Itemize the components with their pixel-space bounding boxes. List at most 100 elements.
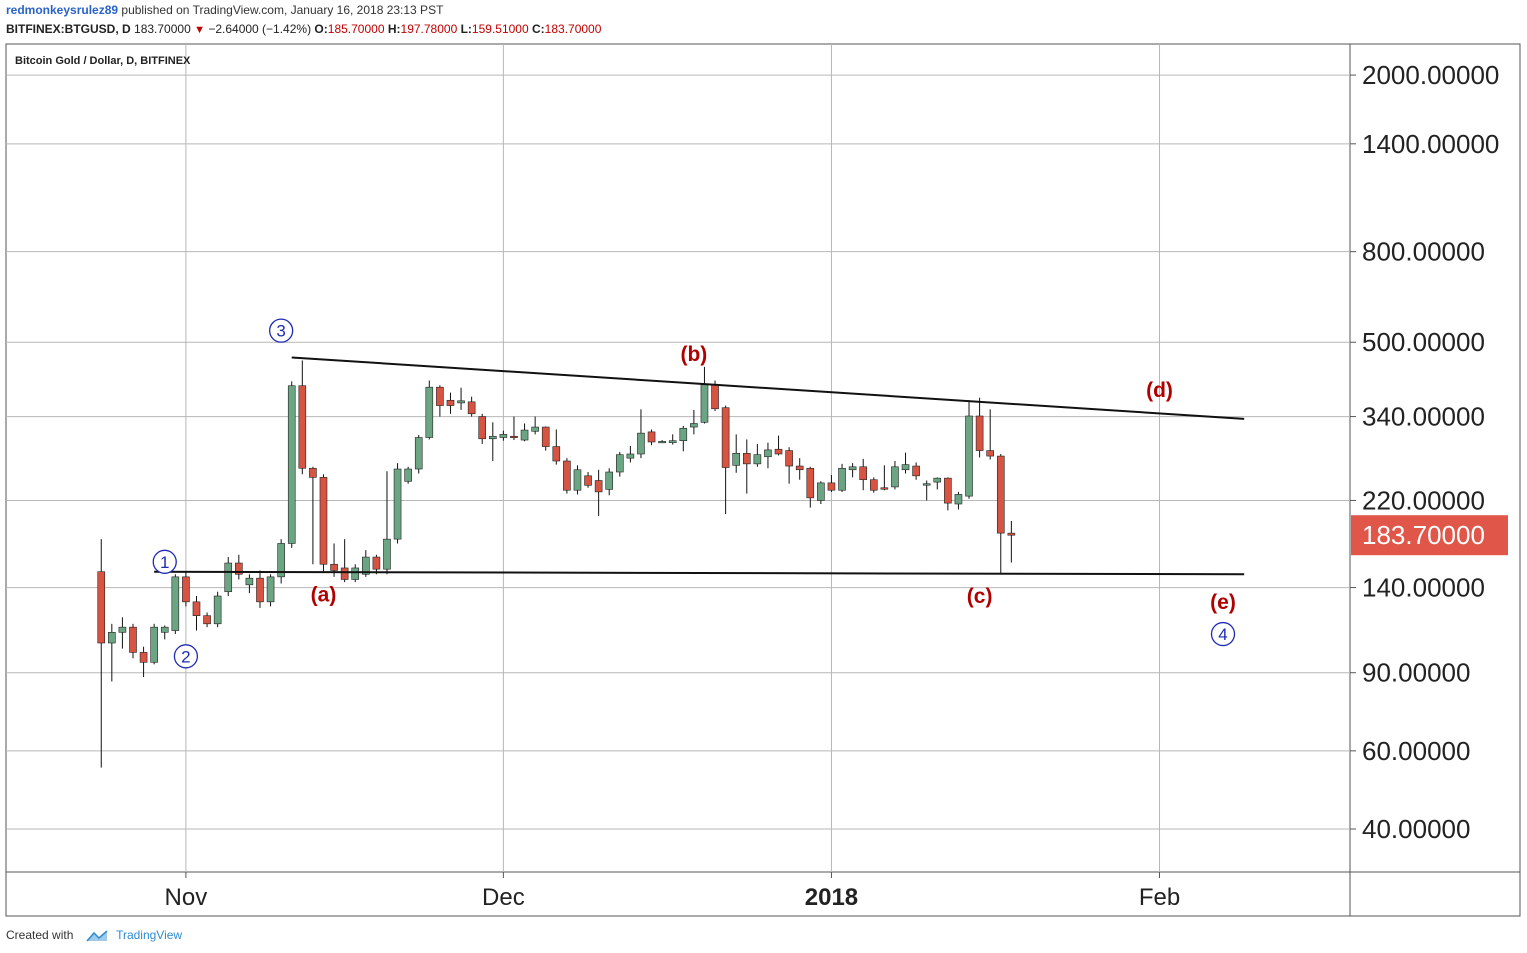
candle-down: [340, 567, 349, 580]
candle-down: [996, 455, 1005, 534]
x-tick-label: Dec: [482, 884, 525, 911]
candle-up: [171, 576, 180, 631]
candle-up: [690, 423, 698, 428]
wave-3-circle: [268, 318, 294, 343]
candle-up: [933, 477, 942, 483]
candle-down: [742, 452, 751, 465]
candle-down: [129, 626, 137, 653]
candle-down: [510, 435, 518, 439]
open-value: 185.70000: [327, 22, 385, 36]
y-tick-label: 2000.00000: [1362, 60, 1499, 90]
symbol-info-bar: BITFINEX:BTGUSD, D 183.70000 ▼ −2.64000 …: [6, 22, 601, 36]
candle-down: [859, 466, 867, 481]
candle-up: [732, 452, 741, 466]
wave-4-circle: [1210, 621, 1236, 647]
candle-down: [467, 401, 476, 415]
candle-up: [224, 562, 233, 593]
wave-c-label: (c): [967, 585, 993, 608]
candle-down: [182, 576, 190, 603]
y-tick-label: 1400.00000: [1362, 129, 1499, 159]
close-label: C:: [532, 22, 545, 36]
candle-down: [192, 601, 201, 616]
created-with-text: Created with: [6, 928, 74, 942]
candle-down: [563, 460, 571, 491]
candle-up: [668, 440, 677, 443]
candle-down: [912, 465, 920, 477]
candle-down: [309, 467, 317, 478]
wave-b-label: (b): [680, 343, 707, 366]
tradingview-link[interactable]: TradingView: [116, 928, 183, 942]
candle-up: [954, 494, 963, 505]
close-value: 183.70000: [544, 22, 602, 36]
y-tick-label: 220.00000: [1362, 485, 1485, 515]
candle-down: [806, 467, 815, 499]
high-label: H:: [387, 22, 401, 36]
candle-down: [330, 563, 338, 571]
footer: Created with TradingView: [6, 928, 182, 943]
candle-up: [965, 415, 973, 497]
candle-down: [446, 399, 455, 406]
candle-up: [753, 454, 762, 465]
candle-up: [637, 432, 645, 455]
wave-d-label: (d): [1146, 379, 1173, 402]
y-tick-label: 800.00000: [1362, 237, 1485, 267]
candle-up: [615, 454, 624, 473]
low-value: 159.51000: [471, 22, 529, 36]
candle-up: [457, 400, 465, 404]
candle-down: [594, 480, 603, 493]
candle-down: [986, 450, 994, 457]
candle-down: [139, 652, 148, 663]
candle-down: [235, 562, 243, 575]
x-tick-label: Nov: [165, 884, 208, 911]
x-tick-label: Feb: [1139, 884, 1180, 911]
candle-up: [531, 426, 539, 432]
candle-up: [414, 437, 423, 470]
candle-down: [478, 416, 487, 440]
candle-up: [626, 453, 635, 459]
chart-frame: [5, 43, 1521, 917]
wave-1-label: 1: [160, 553, 169, 572]
candle-up: [393, 468, 402, 540]
candle-up: [425, 386, 434, 438]
candle-down: [552, 446, 561, 462]
candle-down: [721, 407, 730, 468]
candle-up: [679, 427, 688, 441]
candle-up: [362, 556, 370, 575]
candle-up: [848, 466, 857, 471]
y-tick-label: 140.00000: [1362, 573, 1485, 603]
author-link[interactable]: redmonkeysrulez89: [6, 3, 119, 17]
y-tick-label: 40.00000: [1362, 814, 1470, 844]
wave-4-label: 4: [1218, 625, 1227, 644]
candle-down: [774, 448, 783, 455]
last-price: 183.70000: [134, 22, 191, 36]
candle-down: [869, 479, 878, 491]
candle-up: [118, 626, 127, 633]
candle-up: [700, 384, 709, 423]
candle-up: [764, 449, 772, 458]
candle-down: [436, 386, 444, 406]
candle-up: [658, 441, 666, 444]
candle-up: [838, 467, 846, 491]
candle-up: [499, 434, 508, 438]
low-label: L:: [460, 22, 472, 36]
candle-down: [372, 556, 381, 570]
wave-3-label: 3: [276, 322, 285, 341]
candle-up: [489, 435, 497, 440]
candle-up: [922, 483, 931, 486]
candle-up: [817, 482, 825, 501]
candle-down: [256, 577, 264, 603]
candle-up: [160, 626, 169, 633]
y-tick-label: 90.00000: [1362, 658, 1470, 688]
lower-trendline: [154, 570, 1245, 576]
wave-e-label: (e): [1210, 591, 1236, 614]
candle-up: [213, 595, 222, 625]
candle-down: [541, 426, 550, 447]
candle-down: [97, 571, 106, 644]
candle-up: [520, 429, 529, 441]
tradingview-logo-icon: [86, 930, 108, 942]
candle-up: [404, 468, 412, 482]
candle-up: [245, 577, 254, 586]
y-tick-label: 500.00000: [1362, 327, 1485, 357]
candle-up: [605, 471, 614, 490]
